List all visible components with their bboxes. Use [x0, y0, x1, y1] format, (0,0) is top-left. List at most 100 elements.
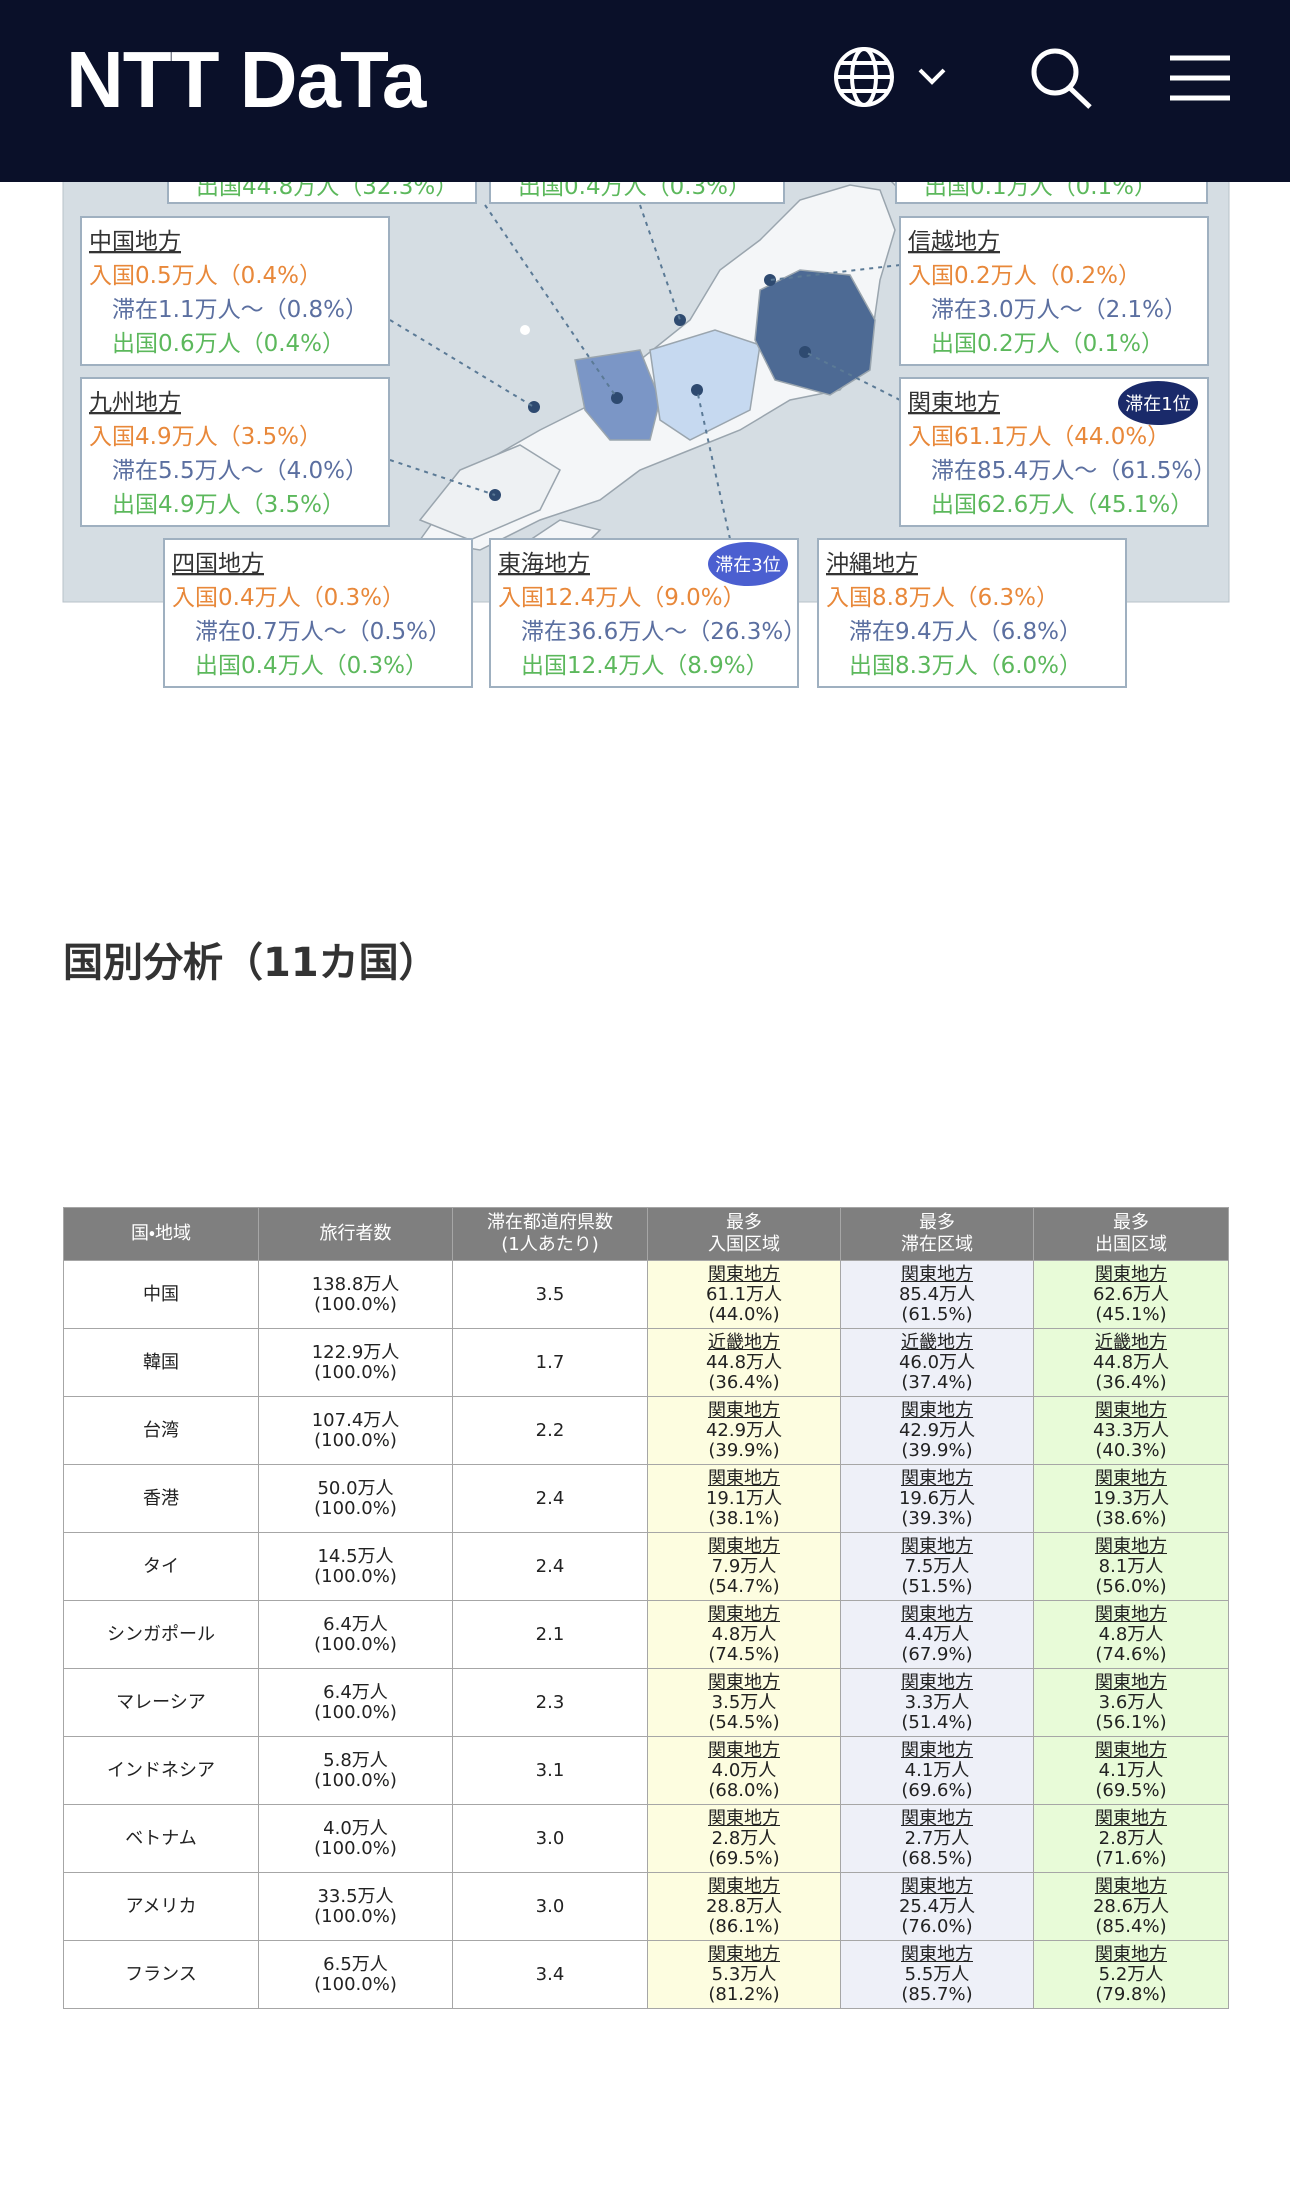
cell-text: 33.5万人	[317, 1885, 394, 1907]
cell-text: (56.0%)	[1095, 1575, 1167, 1597]
cell-text: シンガポール	[107, 1623, 215, 1645]
table-cell: 台湾	[63, 1396, 259, 1465]
table-row: フランス 6.5万人 (100.0%) 3.4 関東地方 5.3万人 (81.2%) 関東地方…	[63, 1940, 1229, 2009]
cell-text: 7.9万人	[711, 1555, 777, 1577]
cell-text: 関東地方	[901, 1875, 973, 1897]
cell-text: 中国	[143, 1283, 179, 1305]
region-line: 入国61.1万人（44.0%）	[908, 424, 1170, 450]
region-line: 滞在36.6万人～（26.3%）	[521, 619, 806, 645]
table-cell: 関東地方 7.9万人 (54.7%)	[647, 1532, 841, 1601]
menu-button[interactable]	[1170, 55, 1230, 101]
region-box	[163, 538, 473, 688]
cell-text: 5.3万人	[711, 1963, 777, 1985]
cell-text: 2.8万人	[1098, 1827, 1164, 1849]
table-row: 韓国 122.9万人 (100.0%) 1.7 近畿地方 44.8万人 (36.4%) 近畿地…	[63, 1328, 1229, 1397]
cell-text: 50.0万人	[317, 1477, 394, 1499]
cell-text: (69.6%)	[901, 1779, 973, 1801]
table-cell: 関東地方 19.6万人 (39.3%)	[840, 1464, 1034, 1533]
cell-text: (68.0%)	[708, 1779, 780, 1801]
language-button[interactable]	[834, 47, 946, 107]
table-cell: 2.3	[452, 1668, 648, 1737]
top-bar: NTT DaTa	[0, 0, 1290, 182]
table-cell: 最多 入国区域	[647, 1207, 841, 1261]
table-cell: 1.7	[452, 1328, 648, 1397]
cell-text: (1人あたり)	[501, 1234, 599, 1255]
cell-text: 4.4万人	[904, 1623, 970, 1645]
header-row: 国・地域 旅行者数 滞在都道府県数 (1人あたり) 最多 入国区域 最多 滞在区域 最多 出国区域	[63, 1207, 1229, 1261]
cell-text: 2.4	[535, 1487, 565, 1509]
region-line: 出国12.4万人（8.9%）	[521, 653, 769, 679]
cell-text: (51.5%)	[901, 1575, 973, 1597]
cell-text: 42.9万人	[705, 1419, 783, 1441]
table-cell: 香港	[63, 1464, 259, 1533]
table-cell: 関東地方 42.9万人 (39.9%)	[840, 1396, 1034, 1465]
table-cell: 関東地方 19.1万人 (38.1%)	[647, 1464, 841, 1533]
cell-text: 2.2	[535, 1419, 565, 1441]
cell-text: 46.0万人	[898, 1351, 976, 1373]
cell-text: (79.8%)	[1095, 1983, 1167, 2005]
cell-text: 138.8万人	[311, 1273, 400, 1295]
table-cell: 関東地方 3.5万人 (54.5%)	[647, 1668, 841, 1737]
cell-text: (39.9%)	[708, 1439, 780, 1461]
cell-text: 関東地方	[1095, 1535, 1167, 1557]
cell-text: (39.3%)	[901, 1507, 973, 1529]
table-row: アメリカ 33.5万人 (100.0%) 3.0 関東地方 28.8万人 (86.1%) 関東…	[63, 1872, 1229, 1941]
table-cell: 122.9万人 (100.0%)	[258, 1328, 453, 1397]
header-icons	[834, 47, 1230, 109]
cell-text: (38.1%)	[708, 1507, 780, 1529]
cell-text: 2.7万人	[904, 1827, 970, 1849]
table-cell: 6.4万人 (100.0%)	[258, 1668, 453, 1737]
cell-text: (81.2%)	[708, 1983, 780, 2005]
table-cell: 関東地方 5.3万人 (81.2%)	[647, 1940, 841, 2009]
cell-text: (67.9%)	[901, 1643, 973, 1665]
cell-text: (85.4%)	[1095, 1915, 1167, 1937]
table-cell: 4.0万人 (100.0%)	[258, 1804, 453, 1873]
cell-text: 3.0	[535, 1827, 565, 1849]
cell-text: 最多	[919, 1212, 955, 1233]
cell-text: 関東地方	[1095, 1671, 1167, 1693]
cell-text: 19.6万人	[898, 1487, 976, 1509]
cell-text: (100.0%)	[314, 1361, 397, 1383]
cell-text: 3.3万人	[904, 1691, 970, 1713]
table-cell: 中国	[63, 1260, 259, 1329]
region-line: 滞在5.5万人～（4.0%）	[112, 458, 368, 484]
cell-text: (36.4%)	[708, 1371, 780, 1393]
cell-text: 関東地方	[1095, 1875, 1167, 1897]
table-row: ベトナム 4.0万人 (100.0%) 3.0 関東地方 2.8万人 (69.5%) 関東地方…	[63, 1804, 1229, 1873]
search-button[interactable]	[1031, 48, 1092, 109]
cell-text: 韓国	[143, 1351, 179, 1373]
region-title: 東海地方	[498, 551, 590, 577]
cell-text: 関東地方	[901, 1399, 973, 1421]
cell-text: 関東地方	[708, 1399, 780, 1421]
cell-text: 関東地方	[901, 1263, 973, 1285]
cell-text: 最多	[726, 1212, 762, 1233]
cell-text: 関東地方	[1095, 1807, 1167, 1829]
section-title: 国別分析（11カ国）	[63, 940, 439, 986]
cell-text: (40.3%)	[1095, 1439, 1167, 1461]
cell-text: 85.4万人	[898, 1283, 976, 1305]
table-cell: 関東地方 2.8万人 (69.5%)	[647, 1804, 841, 1873]
cell-text: 3.1	[535, 1759, 565, 1781]
table-row: 台湾 107.4万人 (100.0%) 2.2 関東地方 42.9万人 (39.9%) 関東地…	[63, 1396, 1229, 1465]
cell-text: (85.7%)	[901, 1983, 973, 2005]
logo[interactable]: NTT DaTa	[66, 35, 426, 124]
table-row: インドネシア 5.8万人 (100.0%) 3.1 関東地方 4.0万人 (68.0%) 関東…	[63, 1736, 1229, 1805]
region-line: 入国0.2万人（0.2%）	[908, 263, 1141, 289]
table-cell: 関東地方 3.3万人 (51.4%)	[840, 1668, 1034, 1737]
table-cell: アメリカ	[63, 1872, 259, 1941]
cell-text: (51.4%)	[901, 1711, 973, 1733]
cell-text: 61.1万人	[705, 1283, 783, 1305]
cell-text: (56.1%)	[1095, 1711, 1167, 1733]
cell-text: (86.1%)	[708, 1915, 780, 1937]
table-cell: 関東地方 2.7万人 (68.5%)	[840, 1804, 1034, 1873]
cell-text: アメリカ	[125, 1895, 197, 1917]
table-cell: 関東地方 25.4万人 (76.0%)	[840, 1872, 1034, 1941]
cell-text: 関東地方	[901, 1467, 973, 1489]
cell-text: 関東地方	[708, 1467, 780, 1489]
region-line: 出国0.2万人（0.1%）	[931, 331, 1164, 357]
table-row: 中国 138.8万人 (100.0%) 3.5 関東地方 61.1万人 (44.0%) 関東地…	[63, 1260, 1229, 1329]
cell-text: 3.4	[535, 1963, 565, 1985]
table-cell: 関東地方 28.6万人 (85.4%)	[1033, 1872, 1229, 1941]
cell-text: 関東地方	[901, 1943, 973, 1965]
